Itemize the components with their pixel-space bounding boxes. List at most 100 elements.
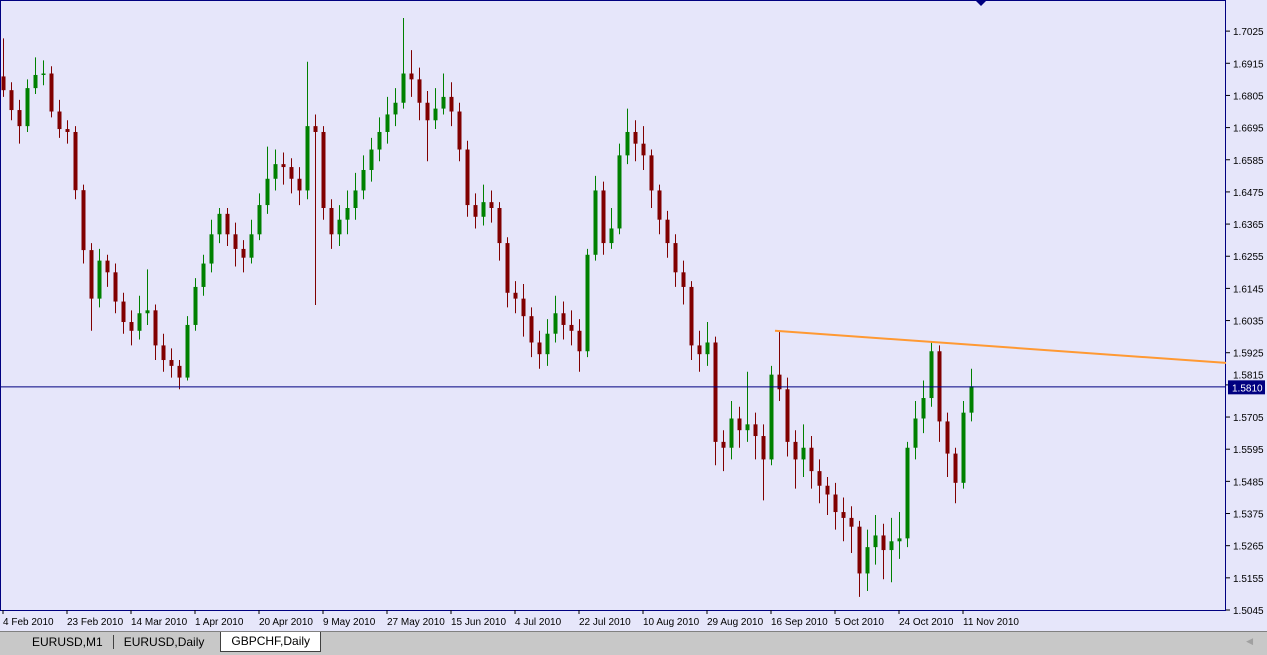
candle-body [297,178,302,191]
candle [193,278,198,331]
candle [529,307,534,358]
candle-body [641,143,646,156]
candle-body [361,169,366,191]
candle [513,281,518,314]
tab-gbpchf-daily[interactable]: GBPCHF,Daily [220,632,322,652]
candle-body [17,110,22,127]
candle-body [33,74,38,89]
candle-body [417,79,422,103]
candle [169,348,174,378]
candle [553,295,558,343]
candle [609,207,614,249]
y-tick-label: 1.5485 [1233,477,1264,488]
candle [841,497,846,542]
candle [681,260,686,305]
candle-body [889,541,894,551]
y-tick-label: 1.5705 [1233,413,1264,424]
candle-body [721,441,726,448]
candle-body [689,286,694,346]
candle-body [393,102,398,115]
candle [33,57,38,94]
y-tick-label: 1.6255 [1233,252,1264,263]
tab-eurusd-m1[interactable]: EURUSD,M1 [32,635,103,649]
x-tick-label: 4 Feb 2010 [3,617,54,628]
candle [113,263,118,314]
candle-body [585,254,590,352]
candle-body [369,149,374,170]
candle [225,207,230,247]
candle-body [241,248,246,258]
candle-body [473,205,478,217]
candle-body [857,526,862,574]
candle-body [489,202,494,208]
candle [577,319,582,372]
candle-body [953,453,958,483]
candle-body [481,202,486,217]
candle-body [97,260,102,299]
candle [393,88,398,127]
x-tick-label: 29 Aug 2010 [707,617,764,628]
candle [281,152,286,185]
current-price-badge [1228,380,1265,395]
candle-body [609,228,614,244]
candle-body [849,517,854,527]
candle-body [137,313,142,331]
candle-body [457,111,462,150]
candle [849,506,854,553]
candle [713,336,718,466]
candle-body [865,547,870,574]
candle [889,517,894,583]
candle [473,193,478,229]
candle [17,99,22,144]
candle [41,60,46,86]
y-tick-label: 1.6035 [1233,317,1264,328]
candle [649,149,654,208]
candle-body [625,131,630,156]
candle-body [561,313,566,325]
candle-body [377,131,382,150]
candle-body [249,234,254,258]
candle [777,330,782,401]
y-tick-label: 1.6585 [1233,156,1264,167]
chart-background [0,0,1267,631]
y-tick-label: 1.5045 [1233,606,1264,617]
tab-eurusd-daily[interactable]: EURUSD,Daily [123,635,205,649]
candle-body [281,164,286,168]
candle-body [873,535,878,548]
candle-body [785,389,790,442]
candle [673,234,678,287]
candle-body [753,424,758,437]
candle-body [313,126,318,132]
candle-body [537,342,542,355]
candle-body [9,90,14,111]
candle [137,295,142,340]
candle [385,96,390,144]
scroll-left-icon[interactable]: ◀ [1246,636,1253,646]
candle [929,341,934,407]
candle-body [433,108,438,121]
candle [769,365,774,466]
x-tick-label: 10 Aug 2010 [643,617,700,628]
candle-body [233,234,238,249]
candle [449,82,454,127]
candle-body [521,298,526,317]
candle [345,190,350,235]
candle [481,184,486,226]
candle [1,38,6,97]
candle-body [385,114,390,132]
candle-body [345,207,350,220]
candle [641,126,646,170]
x-tick-label: 5 Oct 2010 [835,617,884,628]
x-tick-label: 20 Apr 2010 [259,617,313,628]
candle-body [817,471,822,486]
y-tick-label: 1.6475 [1233,188,1264,199]
candle-body [649,155,654,191]
price-chart[interactable]: 1.7025 1.6915 1.6805 1.6695 1.6585 1.6475 1.63… [0,0,1267,631]
candle [433,88,438,130]
candle [289,158,294,194]
candle [273,149,278,191]
x-tick-label: 9 May 2010 [323,617,376,628]
candle-body [129,322,134,331]
candle-body [329,207,334,235]
candle-body [305,126,310,191]
